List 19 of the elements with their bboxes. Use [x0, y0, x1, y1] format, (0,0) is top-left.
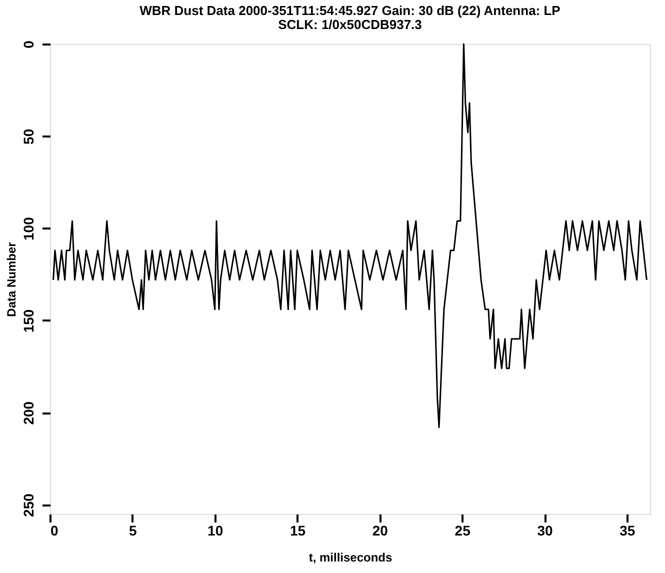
x-axis-title: t, milliseconds: [308, 550, 392, 564]
chart-subtitle: SCLK: 1/0x50CDB937.3: [278, 17, 422, 32]
chart-title: WBR Dust Data 2000-351T11:54:45.927 Gain: 30 dB (22) Antenna: LP: [140, 3, 561, 18]
x-tick-label: 25: [454, 522, 471, 538]
x-tick-label: 0: [50, 522, 58, 538]
y-tick-label: 200: [20, 401, 36, 425]
x-tick-label: 30: [537, 522, 554, 538]
y-tick-label: 100: [20, 216, 36, 240]
y-tick-label: 50: [20, 128, 36, 144]
x-tick-label: 5: [129, 522, 138, 538]
x-tick-label: 15: [290, 522, 306, 538]
y-axis-title: Data Number: [4, 242, 18, 317]
x-tick-label: 20: [372, 522, 388, 538]
x-tick-label: 10: [208, 522, 224, 538]
y-tick-label: 0: [20, 40, 36, 48]
line-series: [52, 43, 648, 428]
y-tick-label: 250: [20, 493, 36, 517]
x-tick-label: 35: [620, 522, 636, 538]
y-tick-label: 150: [20, 309, 36, 333]
